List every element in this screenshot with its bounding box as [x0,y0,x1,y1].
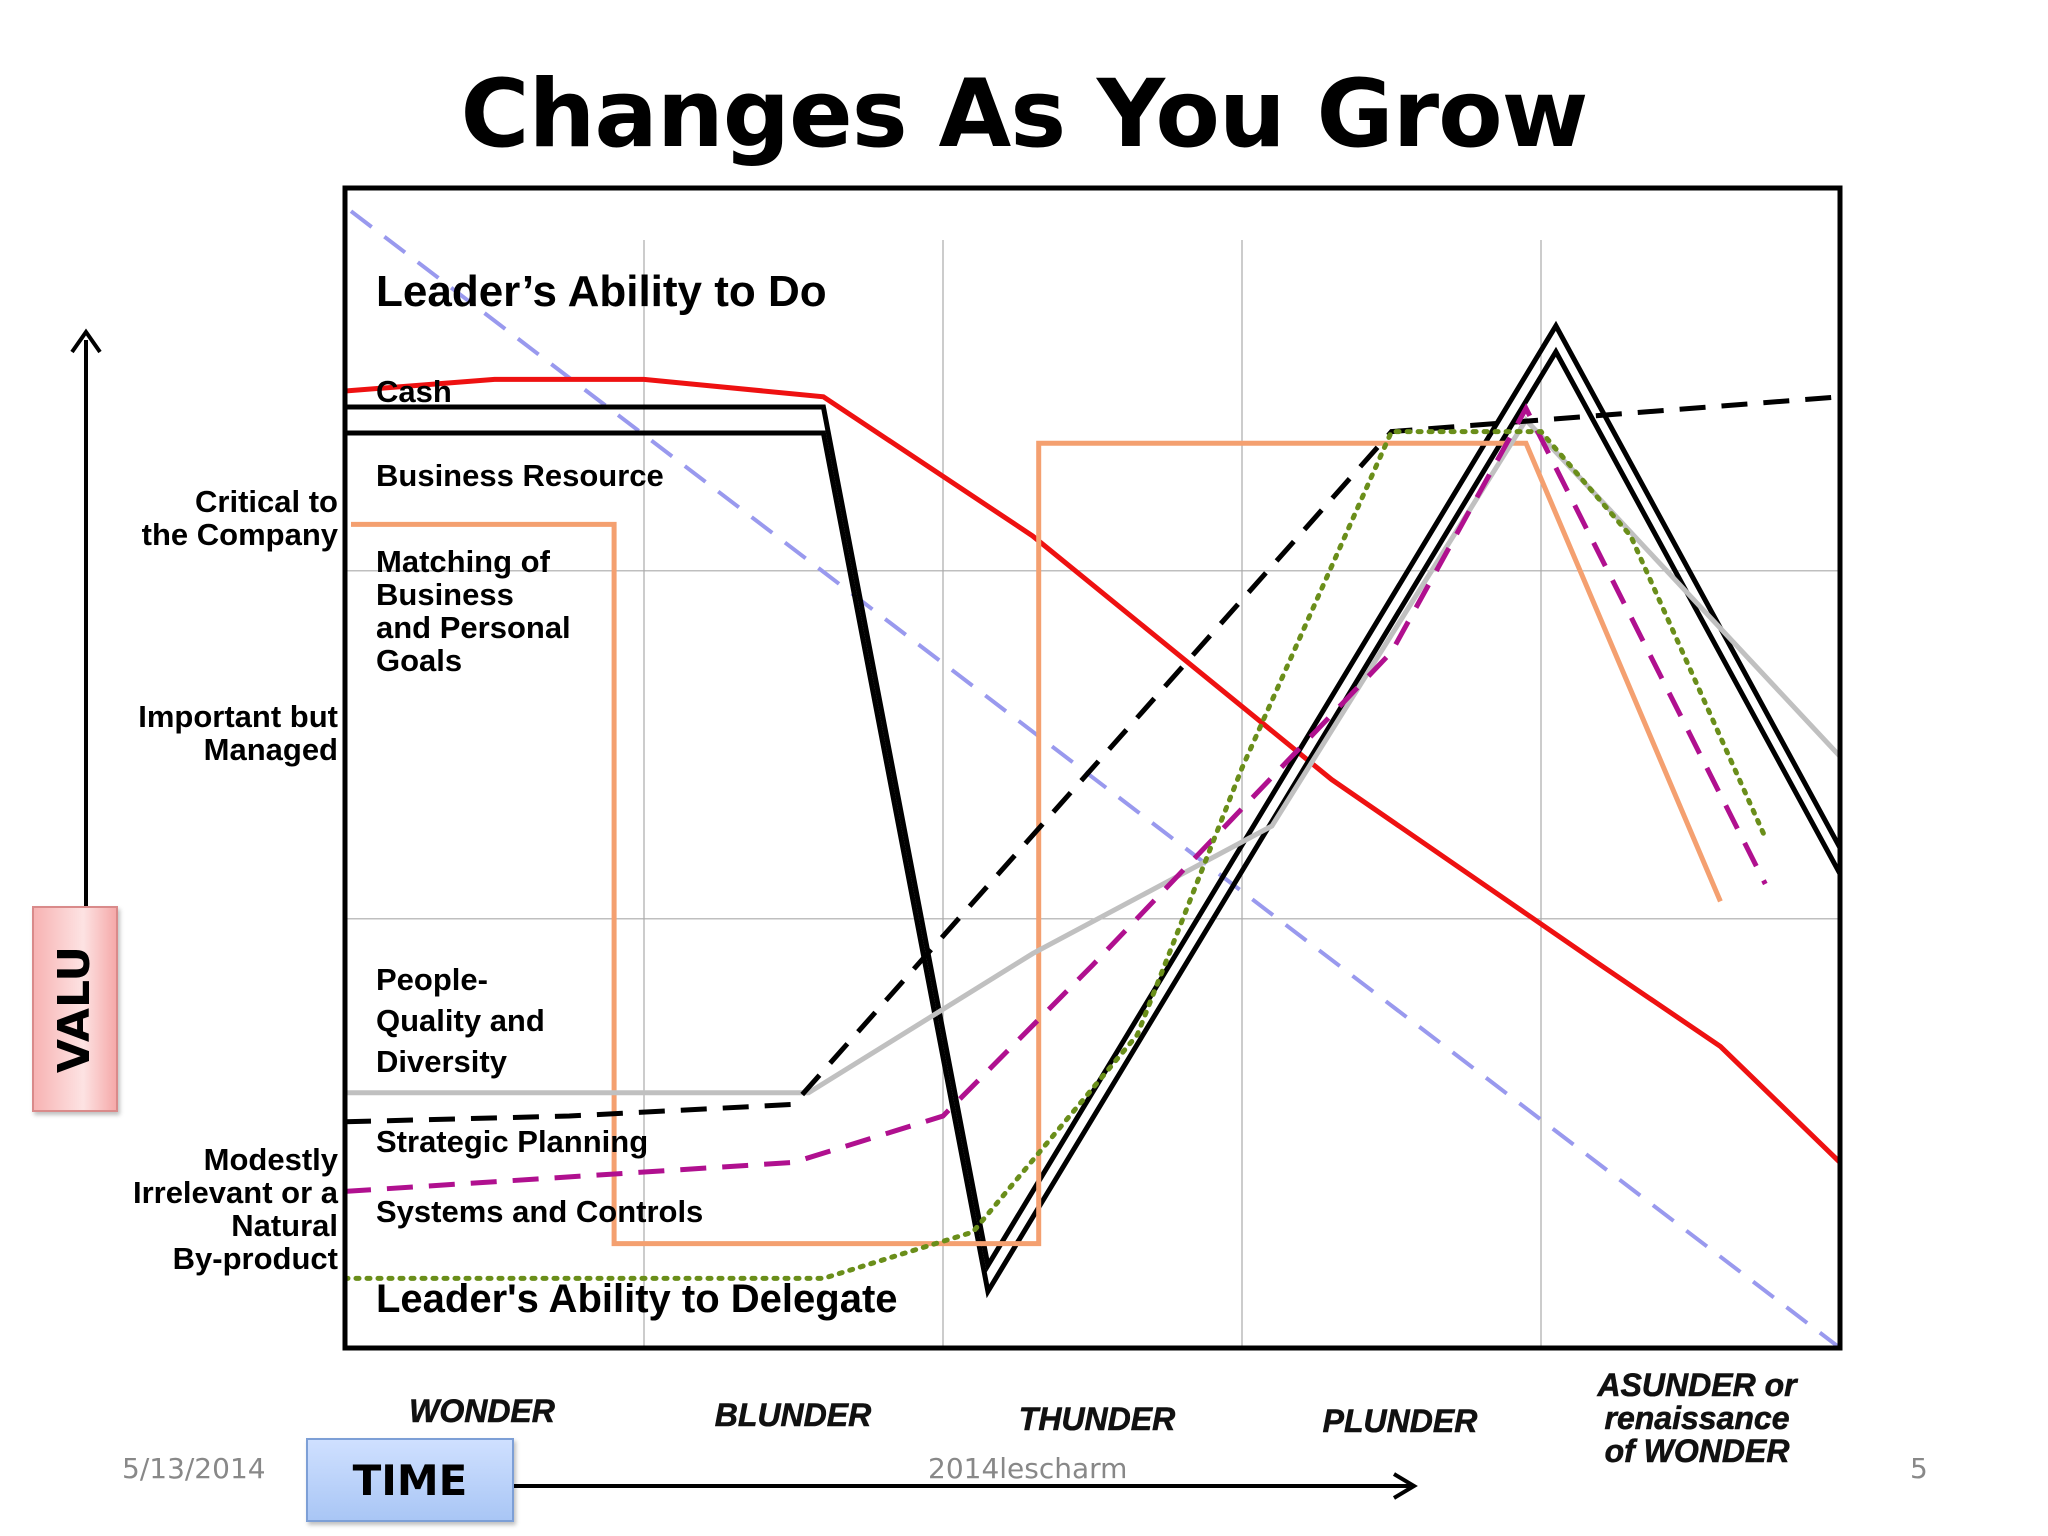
series-line-people-quality-and-diversity [345,415,1840,1096]
annotation-people-quality-and-diversity: People-Quality and Diversity [376,962,545,1079]
series-line-strategic-planning [345,394,1840,1125]
plot-frame [342,185,1843,1351]
annotation-cash: Cash [376,374,452,409]
x-tick-label: PLUNDER [1323,1403,1478,1439]
footer-date: 5/13/2014 [122,1452,266,1485]
series-line-upper [345,320,1840,1273]
x-axis-labels: WONDER BLUNDER THUNDER PLUNDER ASUNDER or ren… [409,1367,1799,1470]
x-tick-label: THUNDER [1019,1401,1175,1437]
x-tick-label: BLUNDER [715,1397,871,1433]
chart-grid [345,240,1840,1348]
annotation-strategic-planning: Strategic Planning [376,1124,648,1159]
annotation-business-resource: Business Resource [376,458,664,493]
series-line-lower [345,346,1840,1299]
chart-series-group [345,209,1840,1348]
page-number: 5 [1910,1452,1928,1485]
series-line-matching-of-business-and-personal-goals [351,440,1723,1247]
annotation-systems-and-controls: Systems and Controls [376,1194,703,1229]
annotation-leader-s-ability-to-delegate: Leader's Ability to Delegate [376,1277,898,1321]
annotation-matching-of-business-and-personal-goals: Matching of Business and Personal Goals [376,544,571,678]
x-axis-title: TIME [306,1438,514,1522]
chart-annotations: Leader’s Ability to Do Cash Business Resou… [376,267,898,1321]
annotation-leader-s-ability-to-do: Leader’s Ability to Do [376,267,827,316]
x-tick-label: ASUNDER or renaissance of WONDER [1596,1367,1798,1469]
y-axis-title: VALU [32,906,118,1112]
series-line-cash [345,376,1840,1165]
x-tick-label: WONDER [409,1393,555,1429]
y-tick-label: Important but Managed [138,699,338,767]
y-tick-label: Critical to the Company [142,484,339,552]
footer-author: 2014lescharm [928,1452,1128,1485]
y-axis-arrow [70,328,102,906]
series-line-leader-s-ability-to-delegate [345,429,1768,1281]
x-axis-arrow [514,1472,1418,1500]
series-line-systems-and-controls [345,403,1768,1194]
slide-title: Changes As You Grow [460,60,1589,169]
series-line-business-resource [345,320,1840,1299]
series-line-leader-s-ability-to-do [349,209,1840,1348]
y-axis-labels: Critical to the Company Important but Manag… [133,484,339,1276]
y-tick-label: Modestly Irrelevant or a Natural By-product [133,1142,339,1276]
